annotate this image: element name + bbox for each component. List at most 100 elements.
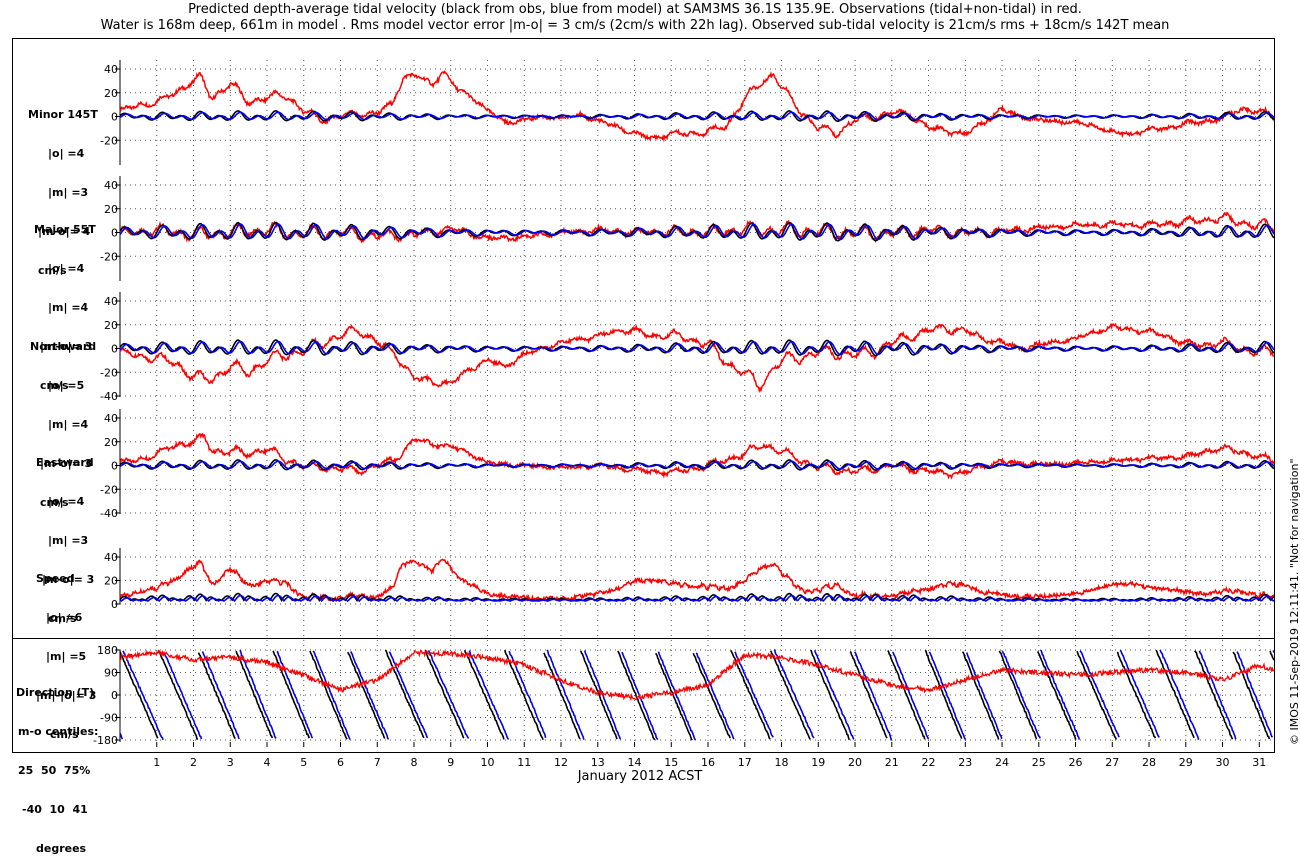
y-tick-label: 20: [104, 575, 118, 588]
y-tick-label: -20: [100, 483, 118, 496]
x-tick-label: 23: [958, 756, 972, 769]
x-tick-label: 10: [481, 756, 495, 769]
x-tick-label: 27: [1105, 756, 1119, 769]
x-tick-label: 11: [517, 756, 531, 769]
panel-label-line: |m-o|= 4: [38, 225, 91, 238]
y-tick-label: -90: [100, 712, 118, 725]
panel-label-line: -40 10 41: [22, 803, 88, 816]
series-observed-tidal-major: [119, 221, 1275, 242]
series-observed-tidal-direction: [119, 649, 1275, 741]
x-tick-label: 13: [591, 756, 605, 769]
x-tick-label: 18: [775, 756, 789, 769]
panel-label-line: cm/s: [40, 379, 69, 392]
panel-label-line: |m-o|= 3: [40, 340, 93, 353]
panel-label-line: |m| =5: [46, 650, 87, 663]
series-model-speed: [119, 594, 1275, 603]
x-tick-label: 19: [811, 756, 825, 769]
direction-panel-separator: [12, 638, 1275, 639]
panel-label-line: 25 50 75%: [18, 764, 91, 777]
x-tick-label: 2: [190, 756, 197, 769]
chart-plot-area: 1 2 3 4 5 6 7 8 9 10 11 12 13 14 15 16 17 18 19 20 21 22 23 24 2…: [93, 60, 1275, 769]
y-tick-label: 180: [97, 644, 118, 657]
x-tick-label: 28: [1142, 756, 1156, 769]
y-tick-label: -20: [100, 366, 118, 379]
series-model-major: [119, 223, 1275, 241]
y-tick-label: 40: [104, 295, 118, 308]
x-tick-label: 22: [922, 756, 936, 769]
x-tick-label: 7: [374, 756, 381, 769]
panel-label-line: Direction (T): [16, 686, 95, 699]
x-tick-label: 25: [1032, 756, 1046, 769]
y-tick-label: -40: [100, 390, 118, 403]
panel-label-line: |o| =4: [48, 262, 85, 275]
y-tick-label: 0: [111, 689, 118, 702]
y-tick-label: 40: [104, 63, 118, 76]
y-tick-label: 40: [104, 412, 118, 425]
panel-label-line: degrees: [36, 842, 87, 855]
x-tick-label: 9: [447, 756, 454, 769]
y-tick-label: 0: [111, 111, 118, 124]
y-tick-label: 20: [104, 87, 118, 100]
chart-title-line-1: Predicted depth-average tidal velocity (…: [188, 2, 1082, 17]
panel-label-line: cm/s: [50, 728, 79, 741]
y-tick-label: -20: [100, 134, 118, 147]
x-axis-label: January 2012 ACST: [577, 769, 703, 784]
panel-label-line: |o| =4: [48, 495, 85, 508]
series-model-direction: [119, 649, 1275, 741]
panel-label-minor: Minor 145T |o| =4 |m| =3 |m-o|= 4 cm/s: [28, 82, 98, 290]
series-model-northward: [119, 340, 1275, 356]
series-observed-tidal-northward: [119, 339, 1275, 357]
y-tick-label: 40: [104, 551, 118, 564]
series-model-eastward: [119, 460, 1275, 470]
x-tick-label: 26: [1069, 756, 1083, 769]
copyright-credit: © IMOS 11-Sep-2019 12:11:41. "Not for na…: [1288, 458, 1300, 745]
x-tick-label: 12: [554, 756, 568, 769]
series-observations-major: [119, 211, 1275, 244]
x-tick-label: 3: [227, 756, 234, 769]
series-observations-eastward: [119, 432, 1275, 480]
panel-label-line: |m-o|= 3: [42, 573, 95, 586]
x-tick-label: 31: [1252, 756, 1266, 769]
x-tick-label: 17: [738, 756, 752, 769]
panel-label-line: cm/s: [40, 496, 69, 509]
x-tick-label: 8: [411, 756, 418, 769]
x-tick-label: 15: [664, 756, 678, 769]
panel-label-northward: Northward |o| =5 |m| =4 |m-o|= 3 cm/s: [30, 314, 96, 522]
panel-label-line: cm/s: [38, 264, 67, 277]
y-tick-label: -20: [100, 250, 118, 263]
x-tick-label: 5: [300, 756, 307, 769]
y-tick-label: 20: [104, 319, 118, 332]
panel-label-line: |m| =4: [48, 418, 89, 431]
x-tick-label: 16: [701, 756, 715, 769]
y-tick-label: 0: [111, 227, 118, 240]
x-tick-label: 4: [264, 756, 271, 769]
x-tick-label: 29: [1179, 756, 1193, 769]
panel-label-line: Major 55T: [34, 223, 96, 236]
y-tick-label: 20: [104, 203, 118, 216]
series-observations-northward: [119, 322, 1275, 394]
panel-label-line: |m-o|= 3: [40, 457, 93, 470]
x-tick-label: 30: [1216, 756, 1230, 769]
x-tick-label: 24: [995, 756, 1009, 769]
y-tick-label: 0: [111, 598, 118, 611]
panel-label-line: |m| =3: [48, 534, 89, 547]
panel-label-line: Northward: [30, 340, 97, 353]
panel-label-line: m-o centiles:: [18, 725, 99, 738]
y-tick-label: 20: [104, 436, 118, 449]
x-tick-label: 6: [337, 756, 344, 769]
y-tick-label: 0: [111, 460, 118, 473]
panel-label-line: |m| =4: [48, 301, 89, 314]
series-observations-direction: [119, 649, 1275, 702]
y-tick-label: 40: [104, 179, 118, 192]
panel-label-line: |o| =5: [48, 379, 85, 392]
y-tick-label: -180: [93, 734, 118, 747]
y-tick-label: 0: [111, 343, 118, 356]
x-tick-label: 1: [153, 756, 160, 769]
series-model-minor: [119, 111, 1275, 121]
panel-label-line: |m|-|o|= 3: [36, 689, 97, 702]
panel-label-line: Speed: [36, 572, 75, 585]
panel-label-major: Major 55T |o| =4 |m| =4 |m-o|= 3 cm/s: [34, 197, 96, 405]
panel-label-line: cm/s: [48, 612, 77, 625]
series-observations-minor: [119, 69, 1275, 143]
chart-title-line-2: Water is 168m deep, 661m in model . Rms …: [100, 18, 1170, 33]
